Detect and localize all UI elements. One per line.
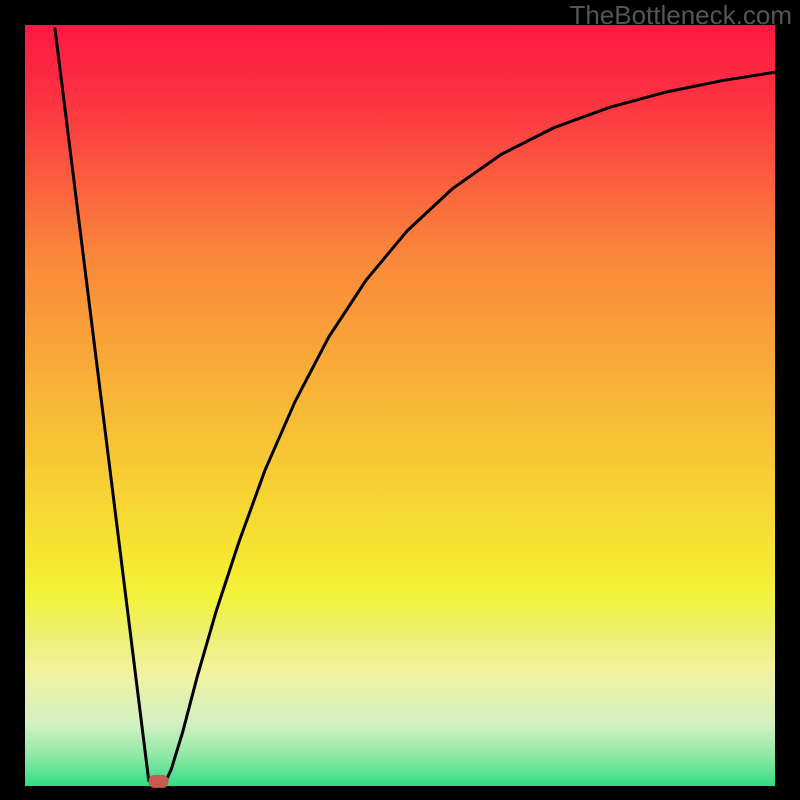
chart-root: TheBottleneck.com xyxy=(0,0,800,800)
gradient-plot-area xyxy=(25,25,775,786)
bottleneck-chart-svg xyxy=(0,0,800,800)
watermark-text: TheBottleneck.com xyxy=(569,0,792,31)
minimum-marker xyxy=(149,775,169,788)
